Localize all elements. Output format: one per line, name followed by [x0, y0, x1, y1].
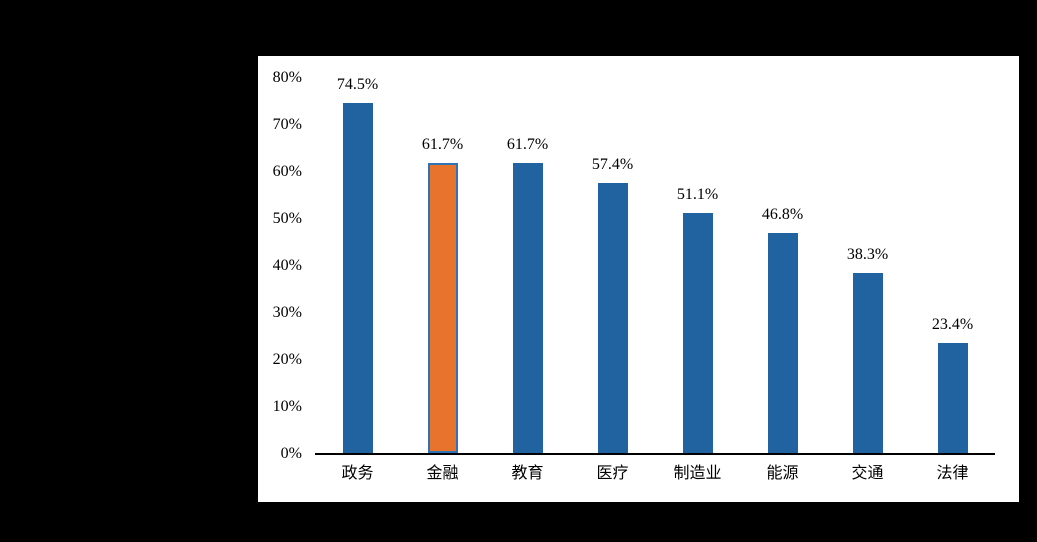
x-axis-category-label: 政务 [341, 465, 374, 482]
bar-制造业 [682, 213, 713, 453]
x-axis-line [315, 453, 995, 455]
bar-交通 [852, 273, 883, 453]
x-axis-category-label: 金融 [426, 465, 459, 482]
data-label: 61.7% [506, 136, 549, 153]
data-label: 23.4% [931, 316, 974, 333]
bar-能源 [767, 233, 798, 453]
y-axis-tick-label: 70% [272, 116, 302, 133]
bar-法律 [937, 343, 968, 453]
data-label: 61.7% [421, 136, 464, 153]
plot-area: 0% 10% 20% 30% 40% 50% 60% 70% 80% 74.5% 政务 61.7% 金融… [258, 56, 1019, 502]
x-axis-category-label: 能源 [766, 465, 799, 482]
chart-panel: 0% 10% 20% 30% 40% 50% 60% 70% 80% 74.5% 政务 61.7% 金融… [258, 56, 1019, 502]
y-axis-tick-label: 60% [272, 163, 302, 180]
data-label: 51.1% [676, 186, 719, 203]
x-axis-category-label: 教育 [511, 465, 544, 482]
y-axis-tick-label: 80% [272, 69, 302, 86]
bar-金融 [427, 163, 458, 453]
y-axis-tick-label: 0% [280, 445, 302, 462]
data-label: 46.8% [761, 206, 804, 223]
bar-医疗 [597, 183, 628, 453]
bar-政务 [342, 103, 373, 453]
y-axis-tick-label: 50% [272, 210, 302, 227]
y-axis-tick-label: 30% [272, 304, 302, 321]
x-axis-category-label: 交通 [851, 465, 884, 482]
y-axis-tick-label: 40% [272, 257, 302, 274]
x-axis-category-label: 制造业 [673, 465, 722, 482]
data-label: 74.5% [336, 76, 379, 93]
data-label: 38.3% [846, 246, 889, 263]
y-axis-tick-label: 10% [272, 398, 302, 415]
x-axis-category-label: 法律 [936, 465, 969, 482]
data-label: 57.4% [591, 156, 634, 173]
bar-教育 [512, 163, 543, 453]
x-axis-category-label: 医疗 [596, 465, 629, 482]
y-axis-tick-label: 20% [272, 351, 302, 368]
